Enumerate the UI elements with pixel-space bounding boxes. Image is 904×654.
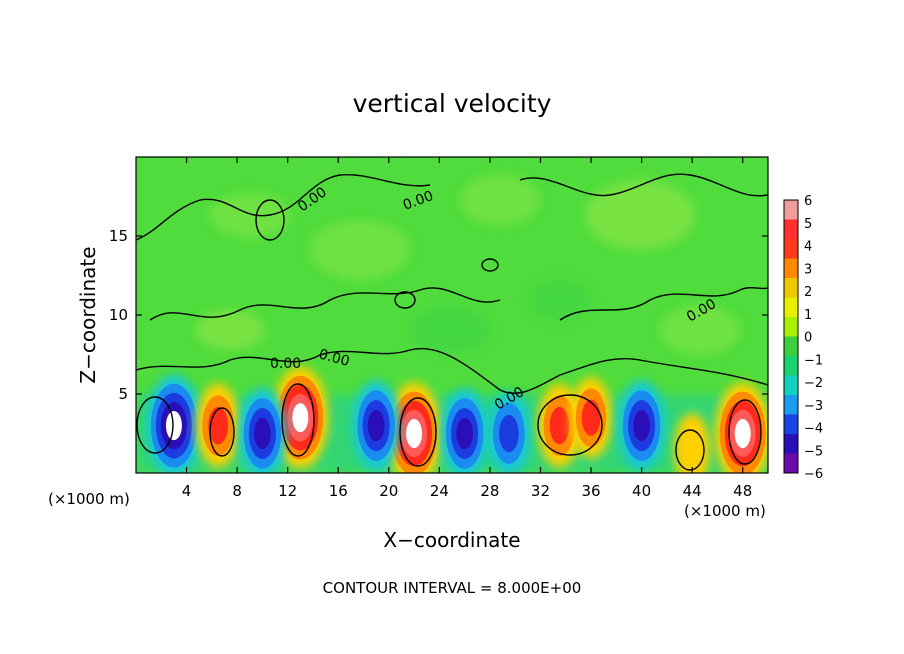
downdraft-cell: [617, 380, 666, 471]
contour-lines: [136, 173, 768, 471]
colorbar-swatch: [784, 317, 798, 337]
colorbar-swatch: [784, 278, 798, 298]
chart-title: vertical velocity: [353, 89, 552, 118]
x-tick-label: 44: [683, 482, 702, 500]
colorbar-tick-label: −6: [804, 467, 823, 482]
y-axis-label: Z−coordinate: [76, 246, 100, 383]
colorbar-swatch: [784, 395, 798, 415]
downdraft-cell: [352, 380, 401, 471]
colorbar-swatch: [784, 200, 798, 220]
colorbar-tick-label: −2: [804, 376, 823, 391]
contour-label: 0.00: [317, 346, 351, 370]
updraft-cell: [714, 382, 768, 473]
y-tick-label: 15: [109, 227, 128, 245]
colorbar-tick-label: 0: [804, 331, 812, 346]
colorbar-frame: [783, 199, 799, 474]
x-tick-label: 12: [278, 482, 297, 500]
y-tick-label: 10: [109, 306, 128, 324]
colorbar: 6 5 4 3 2 1 0 −1 −2 −3 −4 −5 −6: [783, 194, 823, 482]
colorbar-tick-label: 1: [804, 308, 812, 323]
x-axis: 4 8 12 16 20 24 28 32 36 40 44 48: [182, 157, 752, 500]
updraft-cell: [570, 377, 613, 459]
upper-field-patches: [195, 175, 740, 355]
colorbar-swatch: [784, 434, 798, 454]
colorbar-swatch: [784, 453, 798, 474]
x-unit-right: (×1000 m): [684, 502, 766, 520]
x-tick-label: 16: [329, 482, 348, 500]
downdraft-cell: [486, 391, 531, 473]
colorbar-swatch: [784, 297, 798, 318]
colorbar-tick-label: −4: [804, 422, 823, 437]
colorbar-swatch: [784, 336, 798, 357]
colorbar-swatch: [784, 258, 798, 279]
x-tick-label: 20: [379, 482, 398, 500]
y-tick-label: 5: [118, 385, 128, 403]
contour-interval-footer: CONTOUR INTERVAL = 8.000E+00: [323, 579, 582, 597]
colorbar-tick-label: 4: [804, 240, 812, 255]
colorbar-swatch: [784, 414, 798, 435]
contour-label: 0.00: [270, 356, 301, 372]
colorbar-swatch: [784, 219, 798, 240]
updraft-cell: [674, 413, 711, 473]
y-axis: 5 10 15: [109, 227, 768, 403]
x-axis-label: X−coordinate: [383, 528, 520, 552]
downdraft-cell: [238, 388, 287, 473]
colorbar-swatch: [784, 356, 798, 376]
colorbar-swatch: [784, 375, 798, 396]
plot-area: 0.00 0.00 0.00 0.00 0.00 0.00: [136, 157, 768, 473]
x-tick-label: 24: [430, 482, 449, 500]
colorbar-tick-label: −3: [804, 399, 823, 414]
x-tick-label: 40: [632, 482, 651, 500]
updraft-cell: [386, 382, 443, 473]
colorbar-tick-label: 5: [804, 217, 812, 232]
x-tick-label: 36: [581, 482, 600, 500]
x-tick-label: 28: [480, 482, 499, 500]
downdraft-cell: [145, 374, 202, 473]
x-tick-label: 4: [182, 482, 192, 500]
x-tick-label: 32: [531, 482, 550, 500]
x-tick-label: 48: [733, 482, 752, 500]
colorbar-tick-label: 3: [804, 262, 812, 277]
colorbar-tick-label: 6: [804, 194, 812, 209]
x-tick-label: 8: [232, 482, 242, 500]
downdraft-cell: [440, 388, 489, 473]
colorbar-tick-label: −1: [804, 353, 823, 368]
x-unit-left: (×1000 m): [48, 490, 130, 508]
colorbar-tick-label: −5: [804, 444, 823, 459]
colorbar-swatch: [784, 239, 798, 259]
colorbar-tick-label: 2: [804, 285, 812, 300]
